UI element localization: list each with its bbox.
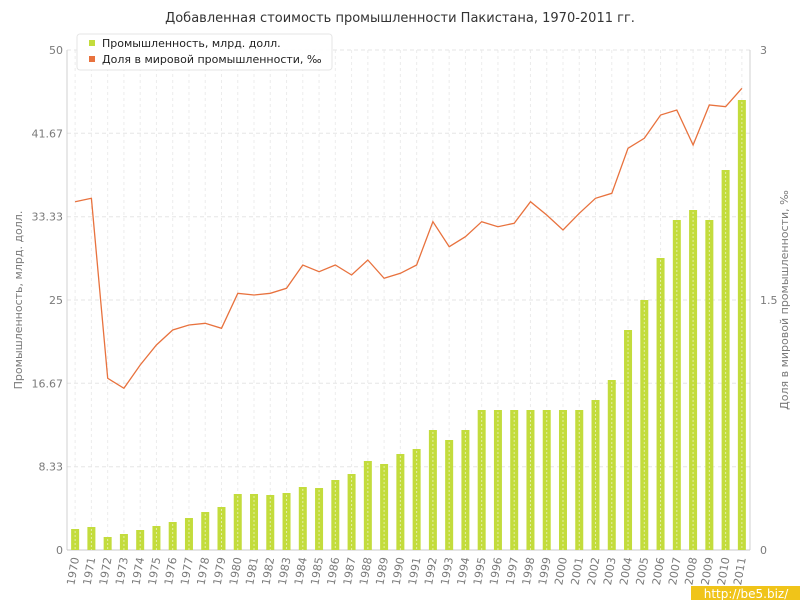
x-tick-label: 1982 (260, 556, 278, 586)
x-tick-label: 2008 (682, 556, 700, 586)
x-tick-label: 1993 (438, 556, 456, 586)
x-tick-label: 1973 (113, 556, 131, 586)
x-tick-label: 1978 (195, 556, 213, 586)
x-tick-label: 1985 (308, 556, 326, 586)
y-axis-label-left: Промышленность, млрд. долл. (12, 211, 25, 390)
x-tick-label: 1992 (422, 556, 440, 586)
line-path (74, 87, 743, 390)
x-tick-label: 2010 (715, 556, 733, 586)
legend-label-industry: Промышленность, млрд. долл. (102, 37, 281, 50)
bar-series (71, 100, 746, 550)
y-left-tick-label: 16.67 (32, 377, 64, 390)
x-tick-label: 1971 (81, 556, 99, 586)
bar (705, 220, 714, 550)
x-tick-label: 1970 (64, 556, 82, 586)
chart-title: Добавленная стоимость промышленности Пак… (165, 11, 635, 26)
x-tick-label: 1996 (487, 556, 505, 586)
y-left-tick-label: 50 (49, 44, 63, 57)
watermark[interactable]: http://be5.biz/ (691, 586, 800, 600)
x-tick-label: 1977 (178, 556, 196, 586)
y-left-tick-label: 41.67 (32, 127, 64, 140)
x-tick-label: 1980 (227, 556, 245, 586)
x-tick-label: 1988 (357, 556, 375, 586)
x-tick-label: 1976 (162, 556, 180, 586)
legend-swatch-industry (89, 40, 95, 46)
x-tick-label: 2003 (601, 556, 619, 586)
y-left-ticks: 0 8.33 16.67 25 33.33 41.67 50 (32, 44, 64, 557)
legend-label-share: Доля в мировой промышленности, ‰ (102, 53, 322, 66)
watermark-link[interactable]: http://be5.biz/ (704, 587, 789, 600)
y-left-tick-label: 8.33 (39, 461, 64, 474)
x-ticks: 1970197119721973197419751976197719781979… (64, 556, 748, 586)
legend: Промышленность, млрд. долл. Доля в миров… (76, 33, 333, 71)
x-tick-label: 1989 (373, 556, 391, 586)
x-tick-label: 2007 (666, 556, 684, 586)
x-tick-label: 2004 (617, 556, 635, 586)
y-right-tick-label: 1.5 (760, 294, 778, 307)
bar (737, 100, 746, 550)
x-tick-label: 2011 (731, 556, 749, 586)
x-tick-label: 1999 (536, 556, 554, 586)
y-axis-label-right: Доля в мировой промышленности, ‰ (778, 190, 791, 410)
x-tick-label: 2009 (699, 556, 717, 586)
x-tick-label: 1979 (211, 556, 229, 586)
x-tick-label: 1986 (325, 556, 343, 586)
x-tick-label: 1997 (503, 556, 521, 586)
bar (607, 380, 616, 550)
x-tick-label: 2001 (569, 556, 587, 586)
x-tick-label: 1974 (129, 556, 147, 586)
y-left-tick-label: 0 (56, 544, 63, 557)
bar (363, 461, 372, 550)
legend-swatch-share (89, 56, 95, 62)
x-tick-label: 1981 (243, 556, 261, 586)
bar (282, 493, 291, 550)
x-tick-label: 2005 (634, 556, 652, 586)
y-right-tick-label: 0 (760, 544, 767, 557)
plot-frame (66, 50, 751, 551)
x-tick-label: 2002 (585, 556, 603, 586)
y-left-tick-label: 33.33 (32, 211, 64, 224)
x-tick-label: 1991 (406, 556, 424, 586)
y-left-tick-label: 25 (49, 294, 63, 307)
legend-box (76, 33, 333, 71)
x-tick-label: 1994 (455, 556, 473, 586)
x-tick-label: 1975 (146, 556, 164, 586)
bar (640, 300, 649, 550)
y-right-tick-label: 3 (760, 44, 767, 57)
line-series (74, 87, 743, 390)
x-tick-label: 1990 (390, 556, 408, 586)
bar (217, 507, 226, 550)
x-tick-label: 2000 (552, 556, 570, 586)
bar (672, 220, 681, 550)
x-tick-label: 1972 (97, 556, 115, 586)
x-tick-label: 2006 (650, 556, 668, 586)
x-tick-label: 1995 (471, 556, 489, 586)
x-tick-label: 1998 (520, 556, 538, 586)
x-tick-label: 1983 (276, 556, 294, 586)
y-right-ticks: 01.53 (760, 44, 778, 557)
watermark-bg (691, 586, 800, 600)
x-tick-label: 1987 (341, 556, 359, 586)
x-tick-label: 1984 (292, 556, 310, 586)
